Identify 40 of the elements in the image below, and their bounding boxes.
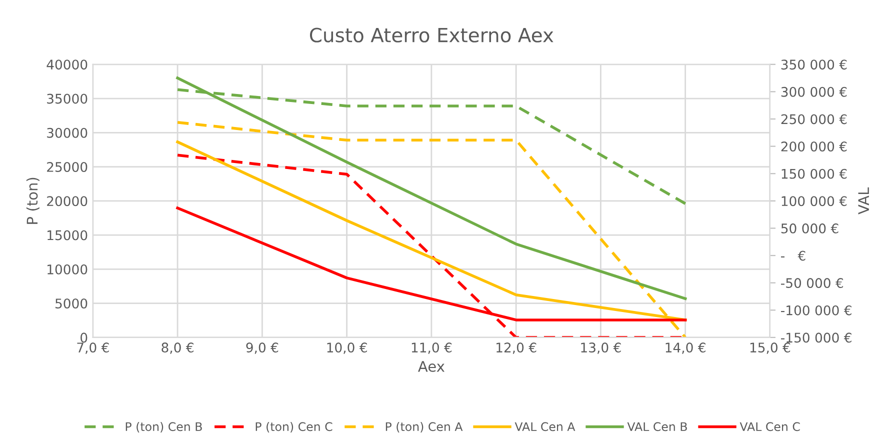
y-tick-label: 15000 [48, 230, 88, 240]
y2-tick-label: 300 000 € [781, 86, 847, 97]
y2-tick-label: -150 000 € [781, 332, 852, 343]
x-tick-label: 9,0 € [246, 342, 278, 354]
legend-label: VAL Cen A [514, 422, 576, 432]
x-tick-label: 10,0 € [327, 342, 367, 354]
y2-tick-label: 100 000 € [782, 196, 847, 206]
y-tick-label: 25000 [47, 162, 88, 172]
y2-tick-label: 350 000 € [781, 60, 847, 70]
x-tick-label: 12,0 € [496, 342, 536, 354]
y-tick-label: 0 [80, 332, 88, 343]
y-tick-label: 30000 [47, 128, 88, 138]
y2-axis-title: VAL [858, 187, 869, 214]
y-tick-label: 10000 [48, 264, 88, 274]
y2-tick-label: 200 000 € [781, 142, 847, 152]
y-tick-label: 20000 [47, 196, 88, 206]
y-tick-label: 40000 [46, 60, 88, 70]
y-tick-label: 35000 [47, 94, 88, 104]
y2-tick-label: - € [781, 250, 806, 261]
y2-tick-label: -50 000 € [781, 278, 844, 288]
legend-label: VAL Cen C [740, 422, 800, 432]
legend-label: VAL Cen B [627, 422, 687, 432]
x-tick-label: 8,0 € [162, 342, 194, 354]
y2-tick-label: -100 000 € [781, 305, 852, 316]
y2-tick-label: 250 000 € [781, 114, 847, 124]
x-axis-title: Aex [418, 361, 444, 372]
x-tick-label: 7,0 € [77, 342, 109, 354]
y2-tick-label: 150 000 € [782, 168, 847, 179]
y-axis-title: P (ton) [26, 178, 40, 224]
x-tick-label: 15,0 € [750, 342, 790, 354]
chart-title: Custo Aterro Externo Aex [310, 28, 554, 42]
line-series [176, 76, 687, 300]
legend-label: P (ton) Cen B [126, 422, 202, 432]
y2-tick-label: 50 000 € [781, 223, 838, 234]
x-tick-label: 14,0 € [666, 342, 706, 354]
legend-label: P (ton) Cen A [386, 422, 463, 432]
x-tick-label: 13,0 € [581, 342, 621, 354]
x-tick-label: 11,0 € [412, 342, 452, 354]
legend-label: P (ton) Cen C [256, 422, 332, 432]
y-tick-label: 5000 [56, 298, 88, 309]
